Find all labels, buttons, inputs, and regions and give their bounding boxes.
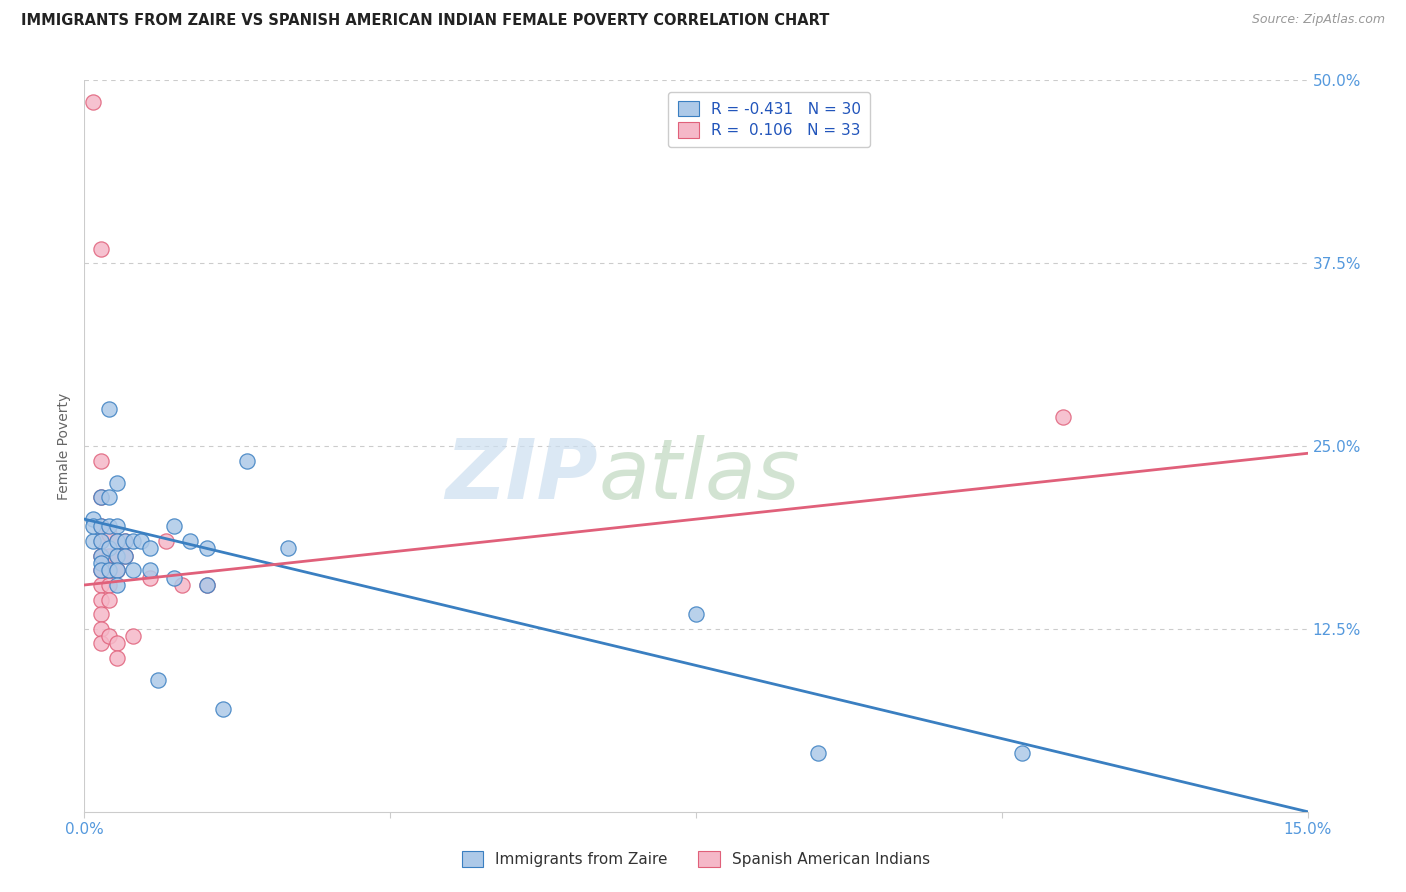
Point xyxy=(90,636,112,650)
Point xyxy=(97,563,120,577)
Point xyxy=(105,636,128,650)
Point xyxy=(105,549,128,563)
Point xyxy=(105,534,128,549)
Text: atlas: atlas xyxy=(598,434,800,516)
Point xyxy=(90,578,112,592)
Point xyxy=(105,563,128,577)
Point xyxy=(685,607,707,622)
Point xyxy=(195,578,218,592)
Point xyxy=(82,95,104,110)
Point xyxy=(97,556,120,570)
Point xyxy=(105,475,128,490)
Point xyxy=(97,549,120,563)
Point xyxy=(90,556,112,570)
Point xyxy=(1011,746,1033,760)
Point xyxy=(90,622,112,636)
Point xyxy=(90,563,112,577)
Point xyxy=(97,519,120,533)
Text: Source: ZipAtlas.com: Source: ZipAtlas.com xyxy=(1251,13,1385,27)
Point xyxy=(122,534,145,549)
Point xyxy=(122,563,145,577)
Point xyxy=(90,534,112,549)
Point xyxy=(90,519,112,533)
Point xyxy=(97,526,120,541)
Point xyxy=(236,453,259,467)
Point xyxy=(131,534,153,549)
Point xyxy=(90,534,112,549)
Point xyxy=(122,629,145,643)
Point xyxy=(1052,409,1074,424)
Point xyxy=(97,592,120,607)
Point xyxy=(195,578,218,592)
Point xyxy=(195,541,218,556)
Point xyxy=(90,549,112,563)
Point xyxy=(172,578,194,592)
Point xyxy=(105,651,128,665)
Point xyxy=(90,242,112,256)
Point xyxy=(97,629,120,643)
Point xyxy=(155,534,177,549)
Point xyxy=(97,541,120,556)
Point xyxy=(90,453,112,467)
Point xyxy=(146,673,169,687)
Point xyxy=(90,490,112,504)
Point xyxy=(114,549,136,563)
Point xyxy=(82,512,104,526)
Point xyxy=(97,563,120,577)
Point xyxy=(105,519,128,533)
Point xyxy=(97,402,120,417)
Point xyxy=(90,519,112,533)
Point xyxy=(90,592,112,607)
Text: IMMIGRANTS FROM ZAIRE VS SPANISH AMERICAN INDIAN FEMALE POVERTY CORRELATION CHAR: IMMIGRANTS FROM ZAIRE VS SPANISH AMERICA… xyxy=(21,13,830,29)
Point xyxy=(138,541,160,556)
Point xyxy=(105,563,128,577)
Point xyxy=(90,607,112,622)
Point xyxy=(163,519,186,533)
Point xyxy=(105,534,128,549)
Point xyxy=(90,563,112,577)
Point xyxy=(138,571,160,585)
Point xyxy=(97,578,120,592)
Point xyxy=(807,746,830,760)
Y-axis label: Female Poverty: Female Poverty xyxy=(58,392,72,500)
Text: ZIP: ZIP xyxy=(446,434,598,516)
Point xyxy=(97,490,120,504)
Point xyxy=(90,549,112,563)
Point xyxy=(212,702,235,716)
Point xyxy=(90,490,112,504)
Point xyxy=(114,549,136,563)
Point xyxy=(179,534,201,549)
Point xyxy=(138,563,160,577)
Point xyxy=(114,534,136,549)
Point xyxy=(105,578,128,592)
Point xyxy=(105,549,128,563)
Point xyxy=(82,519,104,533)
Point xyxy=(277,541,299,556)
Point xyxy=(82,534,104,549)
Point xyxy=(114,534,136,549)
Point xyxy=(163,571,186,585)
Legend: Immigrants from Zaire, Spanish American Indians: Immigrants from Zaire, Spanish American … xyxy=(456,846,936,873)
